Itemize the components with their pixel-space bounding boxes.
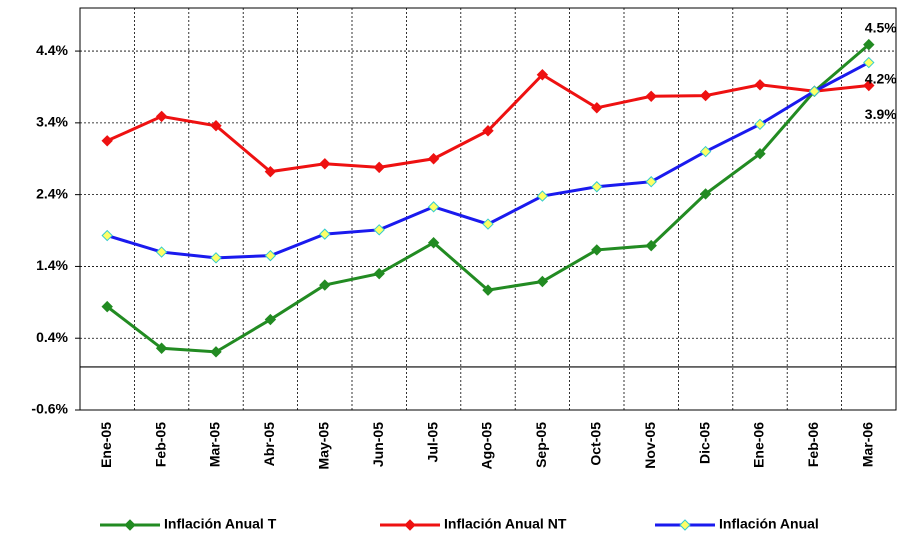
point-marker <box>210 120 222 132</box>
x-tick-label: Jul-05 <box>424 422 440 463</box>
point-marker <box>155 246 168 258</box>
x-tick-label: Mar-06 <box>860 422 876 467</box>
point-marker <box>427 201 440 213</box>
point-marker <box>591 102 603 114</box>
point-marker <box>373 161 385 174</box>
point-marker <box>319 279 331 291</box>
point-marker <box>536 275 549 288</box>
data-label: 4.5% <box>865 19 897 35</box>
point-marker <box>319 158 331 170</box>
legend-label: Inflación Anual <box>719 516 819 532</box>
point-marker <box>699 188 712 200</box>
point-marker <box>754 79 766 91</box>
point-marker <box>373 224 385 236</box>
point-marker <box>101 135 113 147</box>
y-tick-label: 2.4% <box>36 185 68 201</box>
plot-area <box>79 7 897 411</box>
point-marker <box>155 110 168 123</box>
x-tick-label: Feb-06 <box>805 422 821 467</box>
point-marker <box>863 56 875 69</box>
point-marker <box>264 249 277 262</box>
legend-marker <box>124 519 136 531</box>
point-marker <box>264 313 277 326</box>
x-tick-label: Sep-05 <box>533 422 549 468</box>
y-tick-label: 1.4% <box>36 257 68 273</box>
x-tick-label: Nov-05 <box>642 422 658 469</box>
point-marker <box>863 79 875 92</box>
y-tick-label: 4.4% <box>36 42 68 58</box>
x-tick-label: Oct-05 <box>588 422 604 466</box>
x-tick-label: May-05 <box>316 422 332 470</box>
point-marker <box>210 346 222 358</box>
x-tick-label: Jun-05 <box>370 422 386 467</box>
point-marker <box>863 38 875 51</box>
point-marker <box>101 229 113 242</box>
point-marker <box>482 284 494 296</box>
x-tick-label: Dic-05 <box>696 422 712 464</box>
point-marker <box>645 90 657 103</box>
point-marker <box>754 118 766 130</box>
y-tick-label: 3.4% <box>36 114 68 130</box>
point-marker <box>210 252 222 264</box>
point-marker <box>591 244 603 256</box>
point-marker <box>699 89 712 102</box>
point-marker <box>101 300 113 313</box>
legend-marker <box>404 519 416 531</box>
y-tick-label: 0.4% <box>36 329 68 345</box>
point-marker <box>155 342 168 354</box>
point-marker <box>427 237 440 249</box>
point-marker <box>591 181 603 193</box>
data-label: 3.9% <box>865 106 897 122</box>
x-tick-label: Ene-05 <box>98 422 114 468</box>
x-tick-label: Ene-06 <box>751 422 767 468</box>
y-tick-label: -0.6% <box>31 401 68 417</box>
legend-label: Inflación Anual T <box>164 516 277 532</box>
point-marker <box>645 176 657 188</box>
point-marker <box>373 267 385 280</box>
data-label: 4.2% <box>865 70 897 86</box>
x-tick-label: Feb-05 <box>152 422 168 467</box>
point-marker <box>536 190 549 202</box>
x-tick-label: Abr-05 <box>261 422 277 467</box>
point-marker <box>264 165 277 178</box>
point-marker <box>699 145 712 158</box>
point-marker <box>536 69 549 81</box>
point-marker <box>482 218 494 230</box>
legend-label: Inflación Anual NT <box>444 516 567 532</box>
point-marker <box>319 228 331 240</box>
point-marker <box>427 153 440 165</box>
x-tick-label: Mar-05 <box>207 422 223 467</box>
point-marker <box>808 85 821 97</box>
legend-marker <box>679 519 691 531</box>
point-marker <box>754 148 766 160</box>
point-marker <box>482 125 494 137</box>
x-tick-label: Ago-05 <box>479 422 495 470</box>
point-marker <box>645 239 657 252</box>
